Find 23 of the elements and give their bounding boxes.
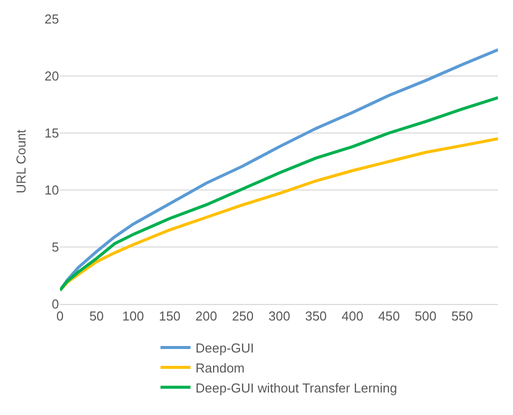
x-tick-label: 300 [268,308,290,324]
legend-label: Deep-GUI [196,340,254,356]
x-tick-label: 50 [89,308,104,324]
line-series [60,137,498,292]
y-tick-label: 20 [44,68,59,84]
x-tick-label: 200 [195,308,218,324]
legend-label: Deep-GUI without Transfer Lerning [196,380,398,396]
legend-label: Random [196,360,245,376]
y-tick-label: 5 [52,240,59,255]
x-tick-label: 150 [158,308,181,324]
line-series [60,96,498,292]
y-tick-label: 0 [52,296,59,312]
x-tick-label: 100 [122,308,144,324]
y-tick-label: 10 [44,182,59,198]
x-tick-label: 250 [232,308,254,324]
x-tick-label: 400 [342,308,364,324]
y-tick-label: 25 [44,12,59,27]
y-tick-label: 15 [44,126,59,141]
x-tick-label: 550 [451,308,474,324]
x-tick-label: 350 [305,308,327,324]
y-axis-title: URL Count [13,129,28,194]
x-tick-label: 450 [378,308,400,324]
x-tick-label: 500 [414,308,436,324]
